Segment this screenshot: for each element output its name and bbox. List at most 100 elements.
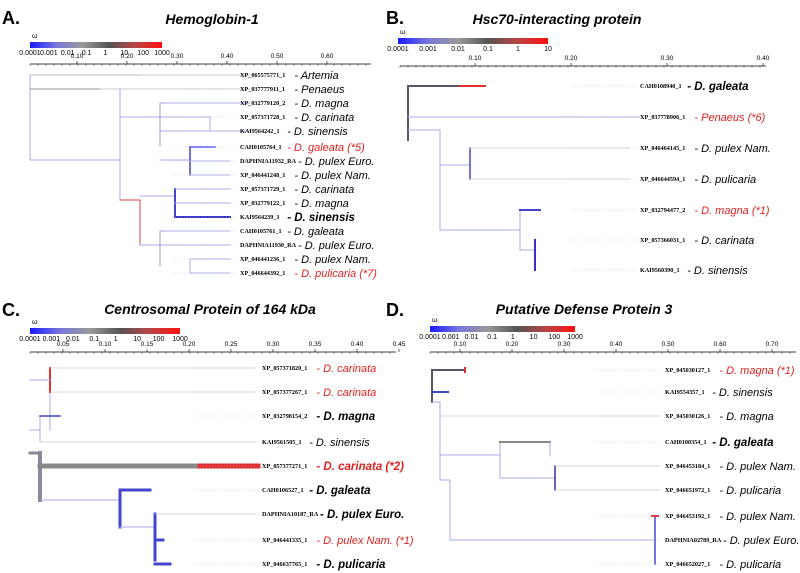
colorbar-tick-label: 1 bbox=[511, 334, 515, 341]
leaf-accession: KAI9554357_1 bbox=[665, 389, 705, 396]
colorbar-tick-label: 10 bbox=[120, 50, 128, 57]
axis-tick-label: 0.70 bbox=[766, 341, 779, 348]
axis-tick-label: 0.60 bbox=[321, 53, 334, 60]
leaf-accession: XP_046644392_1 bbox=[240, 270, 285, 277]
colorbar-tick-label: 0.1 bbox=[483, 46, 493, 53]
axis-tick-label: 0.40 bbox=[757, 55, 770, 62]
leaf-accession: KAI9564242_1 bbox=[240, 128, 280, 135]
axis-tick-label: 0.40 bbox=[610, 341, 623, 348]
leaf-species-label: - D. sinensis bbox=[687, 265, 748, 277]
colorbar-tick-label: 0.01 bbox=[66, 336, 80, 343]
leaf-species-label: - D. magna bbox=[294, 198, 348, 210]
leaf-accession: XP_045030126_1 bbox=[665, 413, 710, 420]
leaf-accession: CAH0105761_1 bbox=[240, 228, 282, 235]
colorbar-tick-label: 1 bbox=[516, 46, 520, 53]
axis-tick-label: 0.10 bbox=[454, 341, 467, 348]
colorbar-tick-label: 1000 bbox=[567, 334, 583, 341]
axis-tick-label: 0.10 bbox=[469, 55, 482, 62]
axis-tick-label: 0.10 bbox=[71, 53, 84, 60]
axis-tick-label: 0.30 bbox=[558, 341, 571, 348]
axis-tick-label: 0.45 bbox=[393, 341, 406, 348]
leaf-accession: XP_046651972_1 bbox=[665, 487, 710, 494]
omega-color-scale bbox=[30, 328, 180, 334]
omega-label: ω bbox=[432, 317, 438, 324]
colorbar-tick-label: 10 bbox=[133, 336, 141, 343]
leaf-species-label: - D. sinensis bbox=[287, 126, 348, 138]
colorbar-tick-label: 1 bbox=[114, 336, 118, 343]
panel-b: B. Hsc70-interacting protein ω 0.0001 0.001 0… bbox=[386, 8, 771, 277]
leaf-accession: XP_046441335_1 bbox=[262, 537, 307, 544]
leaf-accession: XP_057377267_1 bbox=[262, 389, 307, 396]
leaf-species-label: - Artemia bbox=[294, 70, 338, 82]
omega-color-scale bbox=[30, 42, 162, 48]
leaf-accession: CAH0106527_1 bbox=[262, 487, 304, 494]
leaf-species-label: - D. galeata bbox=[687, 81, 749, 93]
colorbar-tick-label: 10 bbox=[530, 334, 538, 341]
leaf-species-label: - D. pulicaria bbox=[316, 559, 386, 571]
leaf-species-label: - D. carinata bbox=[316, 363, 376, 375]
axis-tick-label: 0.20 bbox=[183, 341, 196, 348]
axis-tick-label: 0.05 bbox=[57, 341, 70, 348]
colorbar-tick-label: 0.001 bbox=[419, 46, 437, 53]
leaf-species-label: - D. pulex Nam. bbox=[294, 254, 370, 266]
leaf-species-label: - D. magna (*1) bbox=[694, 205, 770, 217]
leaf-species-label: - D. galeata bbox=[712, 437, 774, 449]
omega-color-scale bbox=[430, 326, 575, 332]
leaf-accession: XP_057377271_1 bbox=[262, 463, 307, 470]
leaf-species-label: - D. pulex Nam. bbox=[719, 461, 795, 473]
leaf-accession: XP_057371729_1 bbox=[240, 186, 285, 193]
leaf-species-label: - D. carinata bbox=[294, 112, 354, 124]
panel-title: Centrosomal Protein of 164 kDa bbox=[104, 301, 316, 317]
colorbar-tick-label: 1000 bbox=[154, 50, 170, 57]
leaf-species-label: - D. pulex Nam. bbox=[294, 170, 370, 182]
leaf-species-label: - D. magna bbox=[294, 98, 348, 110]
panel-label: D. bbox=[386, 300, 404, 320]
leaf-accession: XP_046453192_1 bbox=[665, 513, 710, 520]
leaf-species-label: - Penaeus bbox=[294, 84, 345, 96]
panel-title: Hemoglobin-1 bbox=[165, 11, 259, 27]
leaf-accession: XP_057366031_1 bbox=[640, 237, 685, 244]
colorbar-tick-label: 0.1 bbox=[89, 336, 99, 343]
axis-tick-label: 0.15 bbox=[141, 341, 154, 348]
omega-label: ω bbox=[400, 29, 406, 36]
leaf-species-label: - D. galeata (*5) bbox=[287, 142, 365, 154]
panel-label: B. bbox=[386, 8, 404, 28]
colorbar-tick-label: 10 bbox=[544, 46, 552, 53]
omega-label: ω bbox=[32, 33, 38, 40]
leaf-accession: XP_032779120_2 bbox=[240, 100, 285, 107]
leaf-accession: XP_057371728_1 bbox=[240, 114, 285, 121]
leaf-accession: XP_032798154_2 bbox=[262, 413, 307, 420]
colorbar-tick-label: 0.1 bbox=[82, 50, 92, 57]
leaf-species-label: - D. sinensis bbox=[287, 212, 355, 224]
colorbar-tick-label: 0.0001 bbox=[419, 334, 441, 341]
leaf-accession: KAI9560390_1 bbox=[640, 267, 680, 274]
leaf-accession: XP_045030127_1 bbox=[665, 367, 710, 374]
omega-color-scale bbox=[398, 38, 548, 44]
leaf-species-label: - D. pulex Euro. bbox=[723, 535, 799, 547]
leaf-accession: XP_046441236_1 bbox=[240, 256, 285, 263]
colorbar-tick-label: 0.0001 bbox=[387, 46, 409, 53]
leaf-species-label: - D. magna bbox=[316, 411, 375, 423]
panel-title: Hsc70-interacting protein bbox=[473, 11, 642, 27]
axis-tick-label: 0.25 bbox=[225, 341, 238, 348]
axis-tick-label: 0.50 bbox=[271, 53, 284, 60]
leaf-accession: XP_032794477_2 bbox=[640, 207, 685, 214]
colorbar-tick-label: 0.001 bbox=[442, 334, 460, 341]
leaf-species-label: - D. carinata bbox=[694, 235, 754, 247]
axis-tick-label: 0.35 bbox=[309, 341, 322, 348]
leaf-accession: KAI9561505_1 bbox=[262, 439, 302, 446]
panel-label: A. bbox=[2, 8, 20, 28]
leaf-species-label: - D. galeata bbox=[309, 485, 371, 497]
leaf-species-label: - D. carinata bbox=[316, 387, 376, 399]
axis-tick-label: 0.50 bbox=[662, 341, 675, 348]
leaf-species-label: - D. pulex Euro. bbox=[298, 156, 374, 168]
leaf-species-label: - D. pulicaria bbox=[719, 485, 781, 497]
axis-tick-label: 0.10 bbox=[99, 341, 112, 348]
leaf-accession: DAPHNIA10187_RA bbox=[262, 511, 319, 518]
leaf-species-label: - D. pulex Euro. bbox=[298, 240, 374, 252]
colorbar-tick-label: 0.0001 bbox=[19, 336, 41, 343]
leaf-accession: XP_037778906_1 bbox=[640, 114, 685, 121]
leaf-accession: CAH0108940_1 bbox=[640, 83, 682, 90]
leaf-species-label: - D. pulicaria bbox=[694, 174, 756, 186]
